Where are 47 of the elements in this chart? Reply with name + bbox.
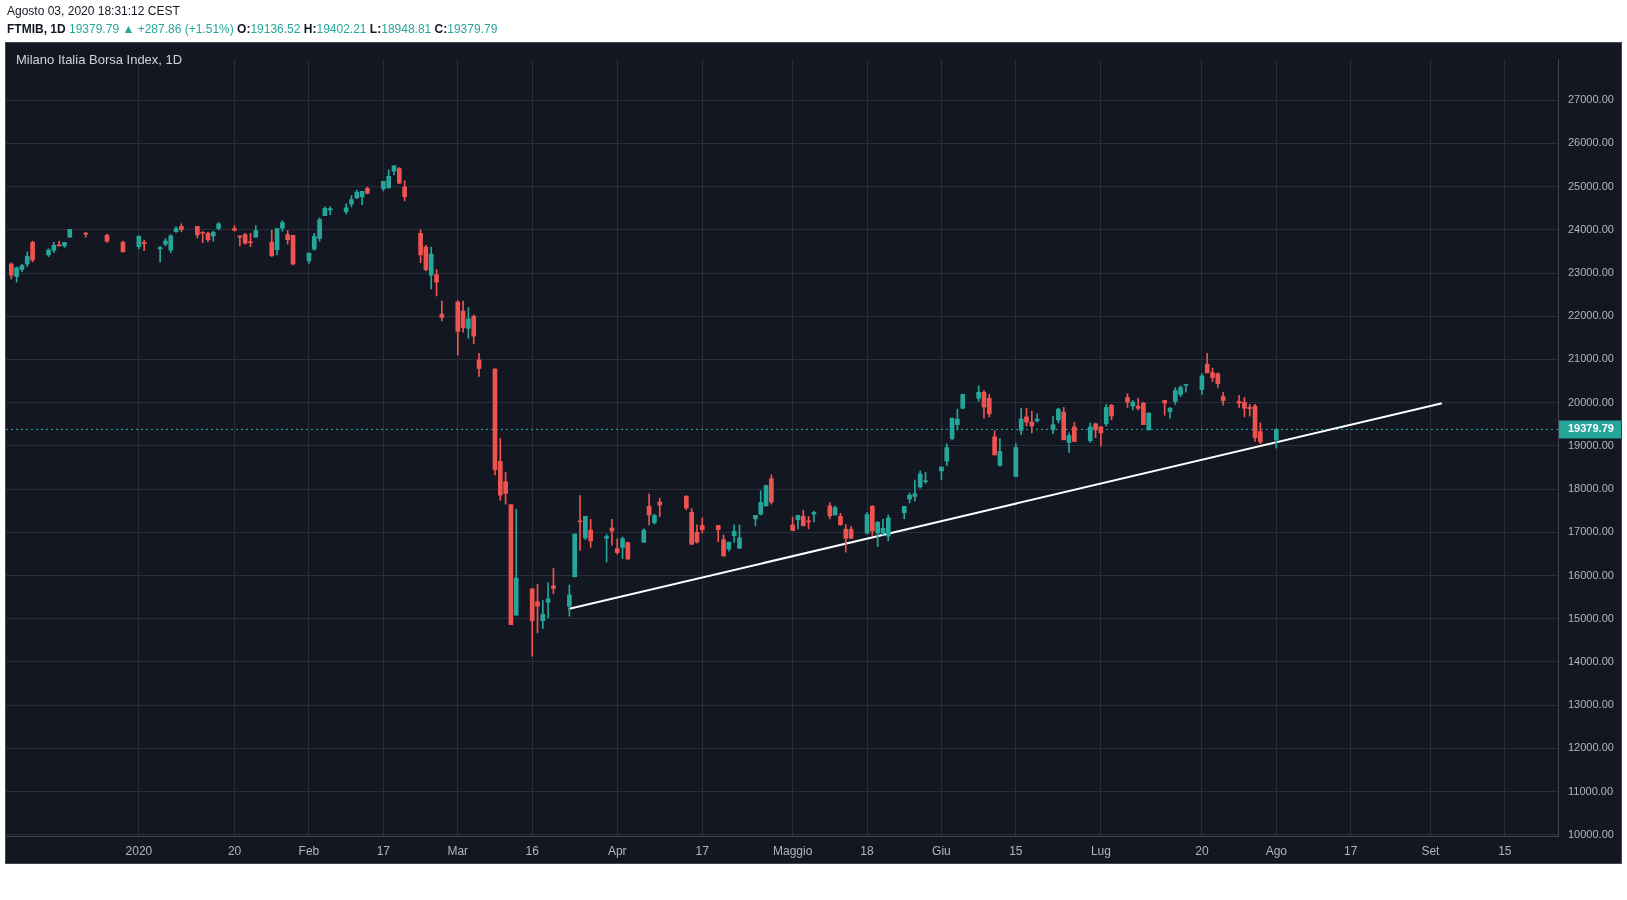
candlestick xyxy=(1029,410,1035,434)
y-tick-label: 22000.00 xyxy=(1568,309,1614,322)
y-tick-label: 19000.00 xyxy=(1568,438,1614,451)
x-tick-label: Set xyxy=(1421,843,1441,858)
candlestick xyxy=(545,582,551,619)
y-tick-label: 18000.00 xyxy=(1568,482,1614,495)
x-tick-label: Feb xyxy=(298,843,320,858)
candlestick xyxy=(327,206,333,216)
x-tick-label: 15 xyxy=(1498,843,1512,858)
y-tick-label: 11000.00 xyxy=(1568,784,1614,797)
x-tick-label: Giu xyxy=(932,843,951,858)
x-tick-label: Mar xyxy=(447,843,469,858)
x-tick-label: Maggio xyxy=(772,843,813,858)
y-tick-label: 16000.00 xyxy=(1568,568,1614,581)
text: FTMIB, 1D 19379.79 ▲ +287.86 (+1.51%) O:19136.52 H:19402.21 L:18948.81 C:19379.79 xyxy=(7,22,498,36)
y-tick-label: 10000.00 xyxy=(1568,827,1614,840)
y-tick-label: 13000.00 xyxy=(1568,698,1614,711)
x-tick-label: Lug xyxy=(1090,843,1111,858)
candlestick xyxy=(141,239,147,251)
y-tick-label: 25000.00 xyxy=(1568,179,1614,192)
x-tick-label: 2020 xyxy=(125,843,153,858)
x-tick-label: 15 xyxy=(1009,843,1023,858)
text: Agosto 03, 2020 18:31:12 CEST xyxy=(7,4,180,19)
candlestick xyxy=(1183,384,1189,393)
y-tick-label: 20000.00 xyxy=(1568,395,1614,408)
y-tick-label: 14000.00 xyxy=(1568,654,1614,667)
y-tick-label: 26000.00 xyxy=(1568,136,1614,149)
x-tick-label: 17 xyxy=(376,843,391,858)
y-tick-label: 24000.00 xyxy=(1568,222,1614,235)
x-tick-label: 16 xyxy=(525,843,540,858)
ref-line-label: 19379.79 xyxy=(1568,422,1614,435)
y-tick-label: 12000.00 xyxy=(1568,741,1614,754)
y-tick-label: 27000.00 xyxy=(1568,93,1614,106)
x-tick-label: 17 xyxy=(1344,843,1358,858)
y-tick-label: 21000.00 xyxy=(1568,352,1614,365)
x-tick-label: Ago xyxy=(1265,843,1288,858)
y-tick-label: 23000.00 xyxy=(1568,266,1614,279)
x-tick-label: Apr xyxy=(607,843,627,858)
chart-title: Milano Italia Borsa Index, 1D xyxy=(16,52,183,68)
x-tick-label: 18 xyxy=(860,843,875,858)
candlestick xyxy=(540,600,546,629)
candlestick xyxy=(1162,400,1168,416)
x-tick-label: 17 xyxy=(695,843,710,858)
y-tick-label: 15000.00 xyxy=(1568,611,1614,624)
x-tick-label: 20 xyxy=(1195,843,1209,858)
x-tick-label: 20 xyxy=(227,843,242,858)
y-tick-label: 17000.00 xyxy=(1568,525,1614,538)
